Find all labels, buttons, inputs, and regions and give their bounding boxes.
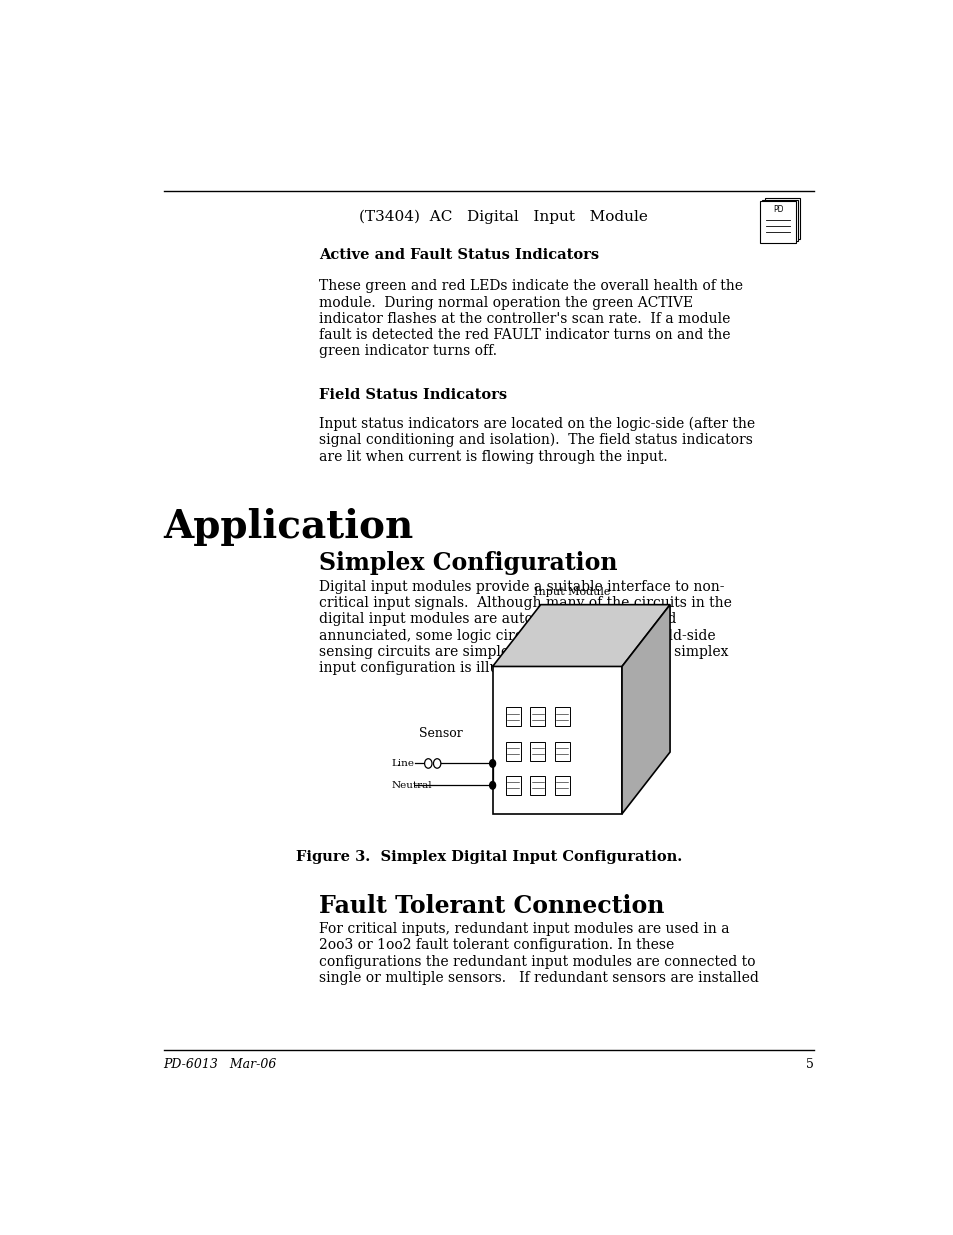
FancyBboxPatch shape — [760, 201, 795, 243]
Text: Sensor: Sensor — [418, 726, 462, 740]
Circle shape — [433, 758, 440, 768]
Text: Digital input modules provide a suitable interface to non-
critical input signal: Digital input modules provide a suitable… — [318, 580, 731, 676]
Circle shape — [489, 760, 495, 767]
Circle shape — [424, 758, 432, 768]
Polygon shape — [554, 708, 569, 726]
FancyBboxPatch shape — [764, 198, 800, 240]
Polygon shape — [505, 741, 520, 761]
Text: Figure 3.  Simplex Digital Input Configuration.: Figure 3. Simplex Digital Input Configur… — [295, 850, 681, 864]
Text: PD: PD — [772, 205, 782, 214]
Polygon shape — [554, 776, 569, 795]
FancyBboxPatch shape — [761, 200, 797, 241]
Polygon shape — [530, 741, 544, 761]
Polygon shape — [505, 708, 520, 726]
Text: Fault Tolerant Connection: Fault Tolerant Connection — [318, 894, 663, 918]
Text: Active and Fault Status Indicators: Active and Fault Status Indicators — [318, 248, 598, 262]
Text: These green and red LEDs indicate the overall health of the
module.  During norm: These green and red LEDs indicate the ov… — [318, 279, 742, 358]
Polygon shape — [530, 776, 544, 795]
Text: Line: Line — [391, 760, 414, 768]
Circle shape — [489, 782, 495, 789]
Text: Simplex Configuration: Simplex Configuration — [318, 551, 617, 576]
Text: Application: Application — [164, 508, 414, 546]
Text: Neutral: Neutral — [391, 781, 432, 790]
Text: (T3404)  AC   Digital   Input   Module: (T3404) AC Digital Input Module — [359, 210, 647, 225]
Polygon shape — [492, 605, 669, 667]
Polygon shape — [505, 776, 520, 795]
Text: Input Module: Input Module — [533, 587, 609, 597]
Text: PD-6013   Mar-06: PD-6013 Mar-06 — [164, 1057, 276, 1071]
Text: Field Status Indicators: Field Status Indicators — [318, 388, 506, 401]
Polygon shape — [554, 741, 569, 761]
Text: 5: 5 — [805, 1057, 813, 1071]
Polygon shape — [492, 667, 621, 814]
Polygon shape — [621, 605, 669, 814]
Text: For critical inputs, redundant input modules are used in a
2oo3 or 1oo2 fault to: For critical inputs, redundant input mod… — [318, 923, 758, 984]
Text: Input status indicators are located on the logic-side (after the
signal conditio: Input status indicators are located on t… — [318, 416, 754, 463]
Polygon shape — [530, 708, 544, 726]
